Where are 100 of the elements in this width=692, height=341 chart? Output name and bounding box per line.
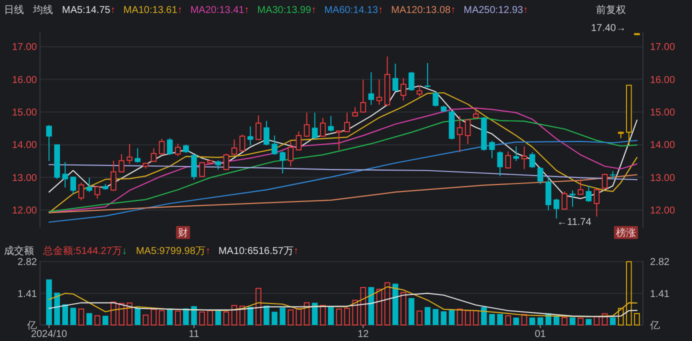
bar [118,302,124,326]
bar [602,313,608,326]
y-tick-label: 14.00 [12,140,38,152]
text: MA250:12.93↑ [464,5,528,16]
bar [618,308,624,326]
text: 总金额:5144.27万↓ [42,245,127,257]
candlestick [296,130,302,152]
bar [610,317,616,325]
bar [158,310,165,326]
y2-tick-label: 14.00 [650,140,676,152]
candlestick [166,138,173,156]
bar [634,313,640,326]
y2-tick-label: 13.00 [650,172,676,184]
candlestick [416,85,422,97]
candlestick [432,91,439,107]
candlestick [464,118,471,145]
text: MA60:14.13↑ [324,5,384,16]
candlestick [158,138,165,155]
y2-tick-label: 17.00 [650,42,676,54]
candlestick [62,162,68,188]
candlestick [174,143,181,157]
bar [215,310,222,325]
bar [320,304,326,326]
bar [481,307,487,325]
annotation: 榜涨 [616,227,636,239]
bar [570,317,576,325]
candlestick [118,154,124,173]
candlestick [134,148,141,164]
bar [456,308,463,326]
candlestick [336,130,342,150]
y2-tick-label: 15.00 [650,108,676,119]
candlestick [46,124,52,162]
text: 日线 [4,4,24,16]
candlestick [264,120,270,146]
candlestick [594,188,600,218]
bar [191,306,197,325]
bar [594,316,600,326]
candlestick [304,112,310,138]
bar [521,314,528,326]
candlestick [78,182,84,201]
candlestick [521,146,528,170]
bar [432,309,439,325]
bar [126,302,132,326]
bar [424,307,430,325]
y-tick-label: 12.00 [12,206,38,217]
y2-tick-label: 16.00 [650,74,676,86]
bar [416,310,422,326]
bar [94,315,100,326]
candlestick [150,148,157,163]
bar [231,304,238,326]
candlestick [505,151,512,170]
candlestick [70,176,76,194]
x-tick-label: 2024/10 [30,329,68,340]
candlestick [247,126,254,146]
bar [54,292,60,325]
bar [174,310,181,326]
bar [376,288,382,326]
candlestick [344,112,350,133]
bar [150,308,157,326]
bar [256,288,262,326]
y2-tick-label: 1.41 [650,288,670,300]
line-series [48,164,638,180]
line-series [48,140,638,223]
candlestick [545,176,552,211]
candlestick [400,78,406,102]
text: MA10:13.61↑ [123,5,182,16]
y-tick-label: 亿 [26,320,37,332]
bar [78,308,84,326]
bar [199,311,205,326]
bar [440,311,447,325]
candlestick [529,152,536,168]
annotation: 财 [178,227,188,239]
bar [207,310,214,326]
candlestick [537,166,544,185]
bar [392,284,398,325]
bar [110,302,116,326]
bar [102,316,108,325]
candlestick [497,150,503,177]
candlestick [223,153,230,171]
bar [537,317,544,325]
bar [554,316,560,325]
annotation: 17.40→ [590,23,626,34]
x-tick-label: 11 [188,329,200,340]
y-tick-label: 15.00 [12,108,38,119]
bar [62,304,68,325]
candlestick [272,135,278,156]
text: 均线 [32,4,53,16]
bar [360,287,366,326]
bar [247,306,254,325]
text: 成交额 [4,245,34,257]
bar [408,298,414,325]
y-tick-label: 1.41 [18,288,38,300]
bar [264,306,270,325]
candlestick [239,134,246,152]
line-series [48,292,638,318]
candlestick [199,162,205,178]
bar [272,312,278,325]
line-series [48,174,638,214]
candlestick [610,170,616,180]
candlestick [562,190,568,210]
